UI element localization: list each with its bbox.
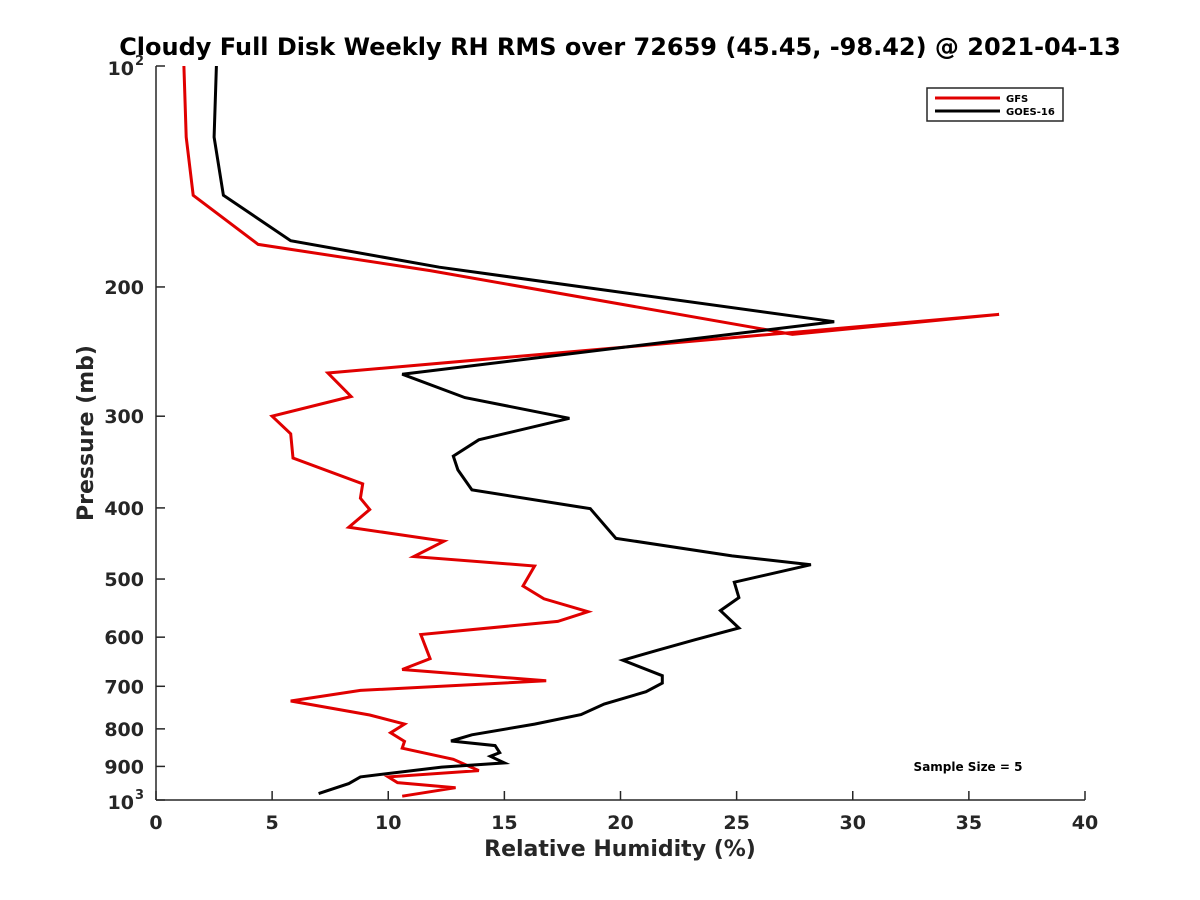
sample-size-annotation: Sample Size = 5 [914, 760, 1023, 774]
x-ticks: 0 5 10 15 20 25 30 35 40 [149, 791, 1098, 834]
x-tick-label: 30 [840, 812, 866, 834]
x-tick-label: 20 [607, 812, 633, 834]
y-tick-label: 800 [104, 719, 144, 741]
legend-entry-label: GOES-16 [1006, 107, 1055, 118]
y-tick-exponent: 2 [135, 54, 144, 69]
x-tick-label: 5 [266, 812, 279, 834]
x-tick-label: 35 [956, 812, 982, 834]
series-line-goes-16 [212, 65, 835, 796]
y-tick-label: 600 [104, 627, 144, 649]
y-tick-label: 500 [104, 569, 144, 591]
y-tick-label: 700 [104, 676, 144, 698]
y-tick-exponent: 3 [135, 788, 144, 803]
y-tick-label: 400 [104, 498, 144, 520]
y-tick-label: 200 [104, 277, 144, 299]
x-tick-label: 0 [149, 812, 162, 834]
y-tick-label: 10 [108, 58, 134, 80]
y-axis-label: Pressure (mb) [74, 345, 99, 521]
x-tick-label: 10 [375, 812, 401, 834]
x-tick-label: 40 [1072, 812, 1098, 834]
legend: GFS GOES-16 [926, 87, 1064, 122]
y-tick-label: 900 [104, 756, 144, 778]
x-tick-label: 25 [723, 812, 749, 834]
legend-box [926, 87, 1064, 122]
y-tick-label: 300 [104, 406, 144, 428]
x-axis-label: Relative Humidity (%) [484, 837, 756, 862]
x-tick-label: 15 [491, 812, 517, 834]
legend-entry-label: GFS [1006, 94, 1028, 105]
y-tick-label: 10 [108, 792, 134, 814]
series-layer [182, 65, 1000, 798]
chart-title: Cloudy Full Disk Weekly RH RMS over 7265… [119, 33, 1121, 61]
